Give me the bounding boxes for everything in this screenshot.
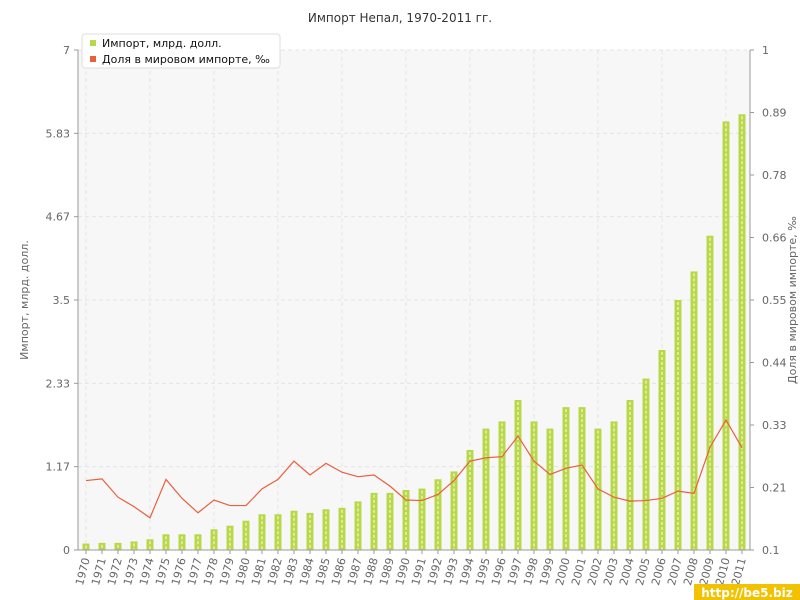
- y2-tick-label: 0.44: [762, 357, 787, 370]
- bar-rect: [146, 539, 154, 550]
- bar-1994: [466, 450, 474, 550]
- bar-1989: [386, 492, 394, 550]
- y2-tick-label: 0.66: [762, 232, 787, 245]
- bar-2004: [626, 400, 634, 550]
- legend-label-share: Доля в мировом импорте, ‰: [102, 53, 270, 66]
- bar-1992: [434, 479, 442, 550]
- y2-tick-label: 0.55: [762, 294, 787, 307]
- bar-1973: [130, 541, 138, 550]
- bar-2007: [674, 300, 682, 550]
- y2-axis-title: Доля в мировом импорте, ‰: [786, 216, 799, 384]
- bar-1986: [338, 507, 346, 550]
- watermark: http://be5.biz: [694, 584, 800, 600]
- y2-tick-label: 0.78: [762, 169, 787, 182]
- bar-2009: [706, 235, 714, 550]
- y-tick-label: 0: [63, 544, 70, 557]
- y2-tick-label: 0.21: [762, 482, 787, 495]
- bar-1988: [370, 492, 378, 550]
- y2-tick-label: 0.1: [762, 544, 780, 557]
- bar-1985: [322, 509, 330, 550]
- bar-1979: [226, 525, 234, 550]
- y-tick-label: 7: [63, 44, 70, 57]
- bar-rect: [418, 488, 426, 550]
- bar-rect: [482, 428, 490, 550]
- x-axis-ticks: 1970197119721973197419751976197719781979…: [73, 550, 749, 587]
- bar-1990: [402, 490, 410, 550]
- y2-tick-label: 1: [762, 44, 769, 57]
- legend-swatch-share: [90, 56, 96, 62]
- right-axis-ticks: 0.1 0.21 0.33 0.44 0.55 0.66 0.78 0.89 1: [750, 44, 787, 557]
- legend-label-imports: Импорт, млрд. долл.: [102, 37, 222, 50]
- y-tick-label: 3.5: [53, 294, 71, 307]
- y-tick-label: 5.83: [46, 127, 71, 140]
- y-tick-label: 4.67: [46, 211, 71, 224]
- y2-tick-label: 0.33: [762, 419, 787, 432]
- watermark-text: http://be5.biz: [701, 586, 793, 600]
- watermark-bg: [694, 584, 800, 600]
- bar-2000: [562, 407, 570, 550]
- bar-1987: [354, 501, 362, 550]
- left-axis-ticks: 0 1.17 2.33 3.5 4.67 5.83 7: [46, 44, 78, 557]
- bar-rect: [210, 529, 218, 550]
- bar-2005: [642, 378, 650, 550]
- y-tick-label: 1.17: [46, 461, 71, 474]
- bar-1981: [258, 514, 266, 550]
- bar-1975: [162, 534, 170, 550]
- bar-1970: [82, 543, 90, 550]
- bar-2008: [690, 271, 698, 550]
- legend-box: [81, 33, 281, 69]
- bar-1980: [242, 520, 250, 550]
- bar-1998: [530, 421, 538, 550]
- bar-series: [82, 114, 746, 551]
- bar-1976: [178, 534, 186, 550]
- legend: Импорт, млрд. долл. Доля в мировом импор…: [81, 33, 281, 69]
- bar-2001: [578, 407, 586, 550]
- bar-2011: [738, 114, 746, 551]
- bar-1991: [418, 488, 426, 550]
- bar-rect: [642, 378, 650, 550]
- bar-2006: [658, 350, 666, 550]
- y2-tick-label: 0.89: [762, 107, 787, 120]
- bar-1978: [210, 529, 218, 550]
- line-series: [85, 418, 743, 519]
- bar-1996: [498, 421, 506, 550]
- bar-1977: [194, 534, 202, 550]
- bar-rect: [434, 479, 442, 550]
- bar-1971: [98, 542, 106, 550]
- bar-rect: [578, 407, 586, 550]
- bar-1997: [514, 400, 522, 550]
- chart-title: Импорт Непал, 1970-2011 гг.: [308, 11, 492, 25]
- bar-1984: [306, 512, 314, 550]
- bar-1993: [450, 471, 458, 550]
- bar-2003: [610, 421, 618, 550]
- bar-rect: [338, 507, 346, 550]
- bar-1974: [146, 539, 154, 550]
- bar-1982: [274, 514, 282, 550]
- bar-rect: [546, 428, 554, 550]
- legend-swatch-imports: [90, 40, 96, 46]
- bar-2010: [722, 121, 730, 550]
- y-tick-label: 2.33: [46, 377, 71, 390]
- bar-rect: [562, 407, 570, 550]
- bar-rect: [322, 509, 330, 550]
- y-axis-title: Импорт, млрд. долл.: [18, 240, 31, 360]
- bar-1999: [546, 428, 554, 550]
- bar-1972: [114, 542, 122, 550]
- bar-1995: [482, 428, 490, 550]
- bar-1983: [290, 510, 298, 550]
